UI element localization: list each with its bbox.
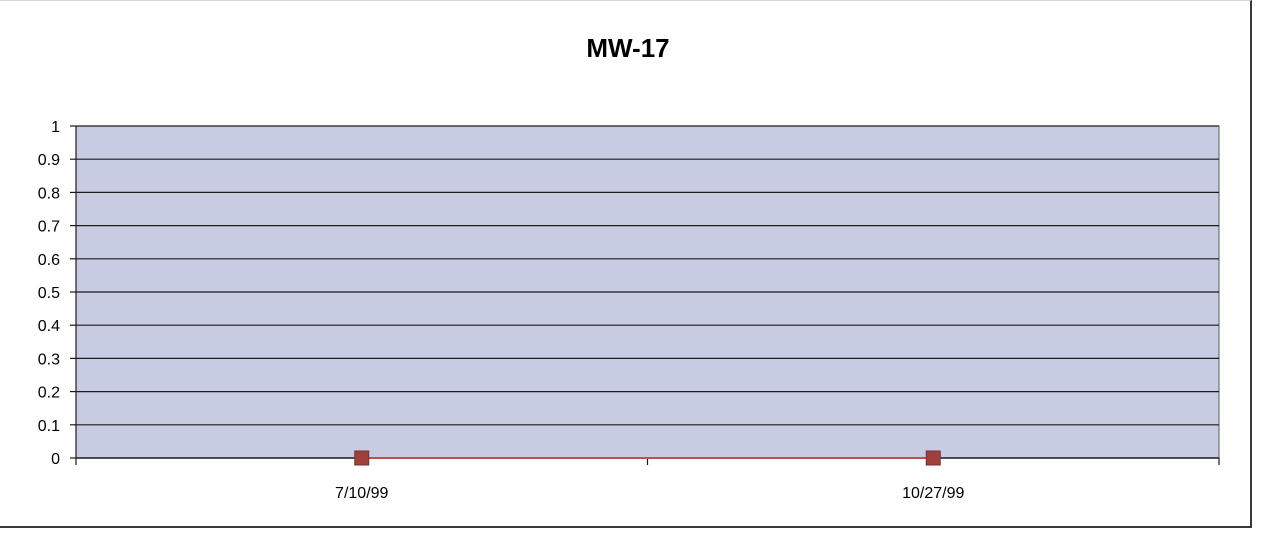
y-tick-label: 0 <box>51 451 60 468</box>
y-tick-label: 0.9 <box>38 152 60 169</box>
y-tick-label: 0.8 <box>38 185 60 202</box>
x-tick-label: 7/10/99 <box>335 485 388 502</box>
data-point-marker <box>925 450 941 466</box>
chart-title: MW-17 <box>586 33 669 63</box>
y-tick-label: 0.4 <box>38 318 60 335</box>
y-tick-label: 0.3 <box>38 351 60 368</box>
y-tick-label: 0.1 <box>38 418 60 435</box>
series-layer <box>354 450 941 466</box>
y-tick-label: 0.7 <box>38 219 60 236</box>
plot-area <box>75 125 1220 459</box>
x-tick-label: 10/27/99 <box>902 485 964 502</box>
y-tick-label: 0.6 <box>38 252 60 269</box>
data-point-marker <box>354 450 370 466</box>
y-tick-label: 0.5 <box>38 285 60 302</box>
y-tick-label: 0.2 <box>38 385 60 402</box>
y-tick-label: 1 <box>51 119 60 136</box>
